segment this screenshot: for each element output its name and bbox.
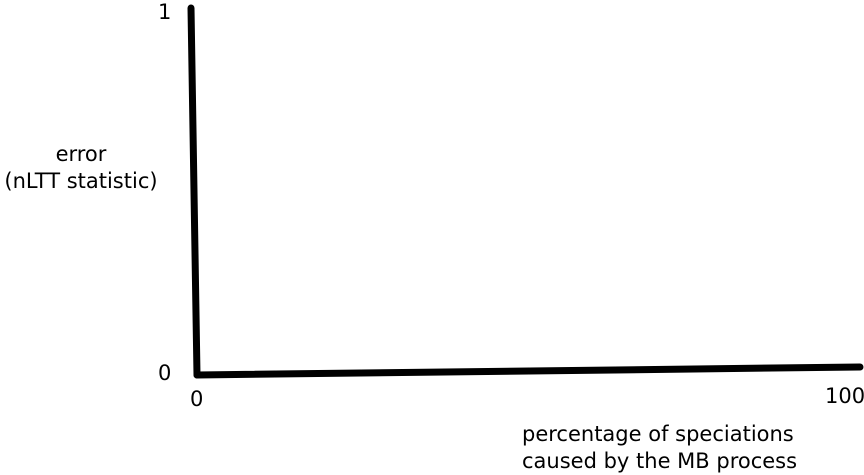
y-axis-line <box>187 4 201 379</box>
y-tick-label-min: 0 <box>158 361 172 385</box>
y-axis-label: error (nLTT statistic) <box>0 141 162 195</box>
y-axis-label-line-2: (nLTT statistic) <box>4 169 158 193</box>
x-tick-label-max: 100 <box>825 384 864 408</box>
x-tick-label-min: 0 <box>190 387 204 411</box>
x-axis-line <box>193 363 864 379</box>
x-axis-label-line-2: caused by the MB process <box>522 449 798 473</box>
y-tick-label-max: 1 <box>158 0 172 24</box>
x-axis-label: percentage of speciations caused by the … <box>522 421 797 475</box>
x-axis-label-line-1: percentage of speciations <box>522 422 794 446</box>
y-axis-label-line-1: error <box>55 142 107 166</box>
